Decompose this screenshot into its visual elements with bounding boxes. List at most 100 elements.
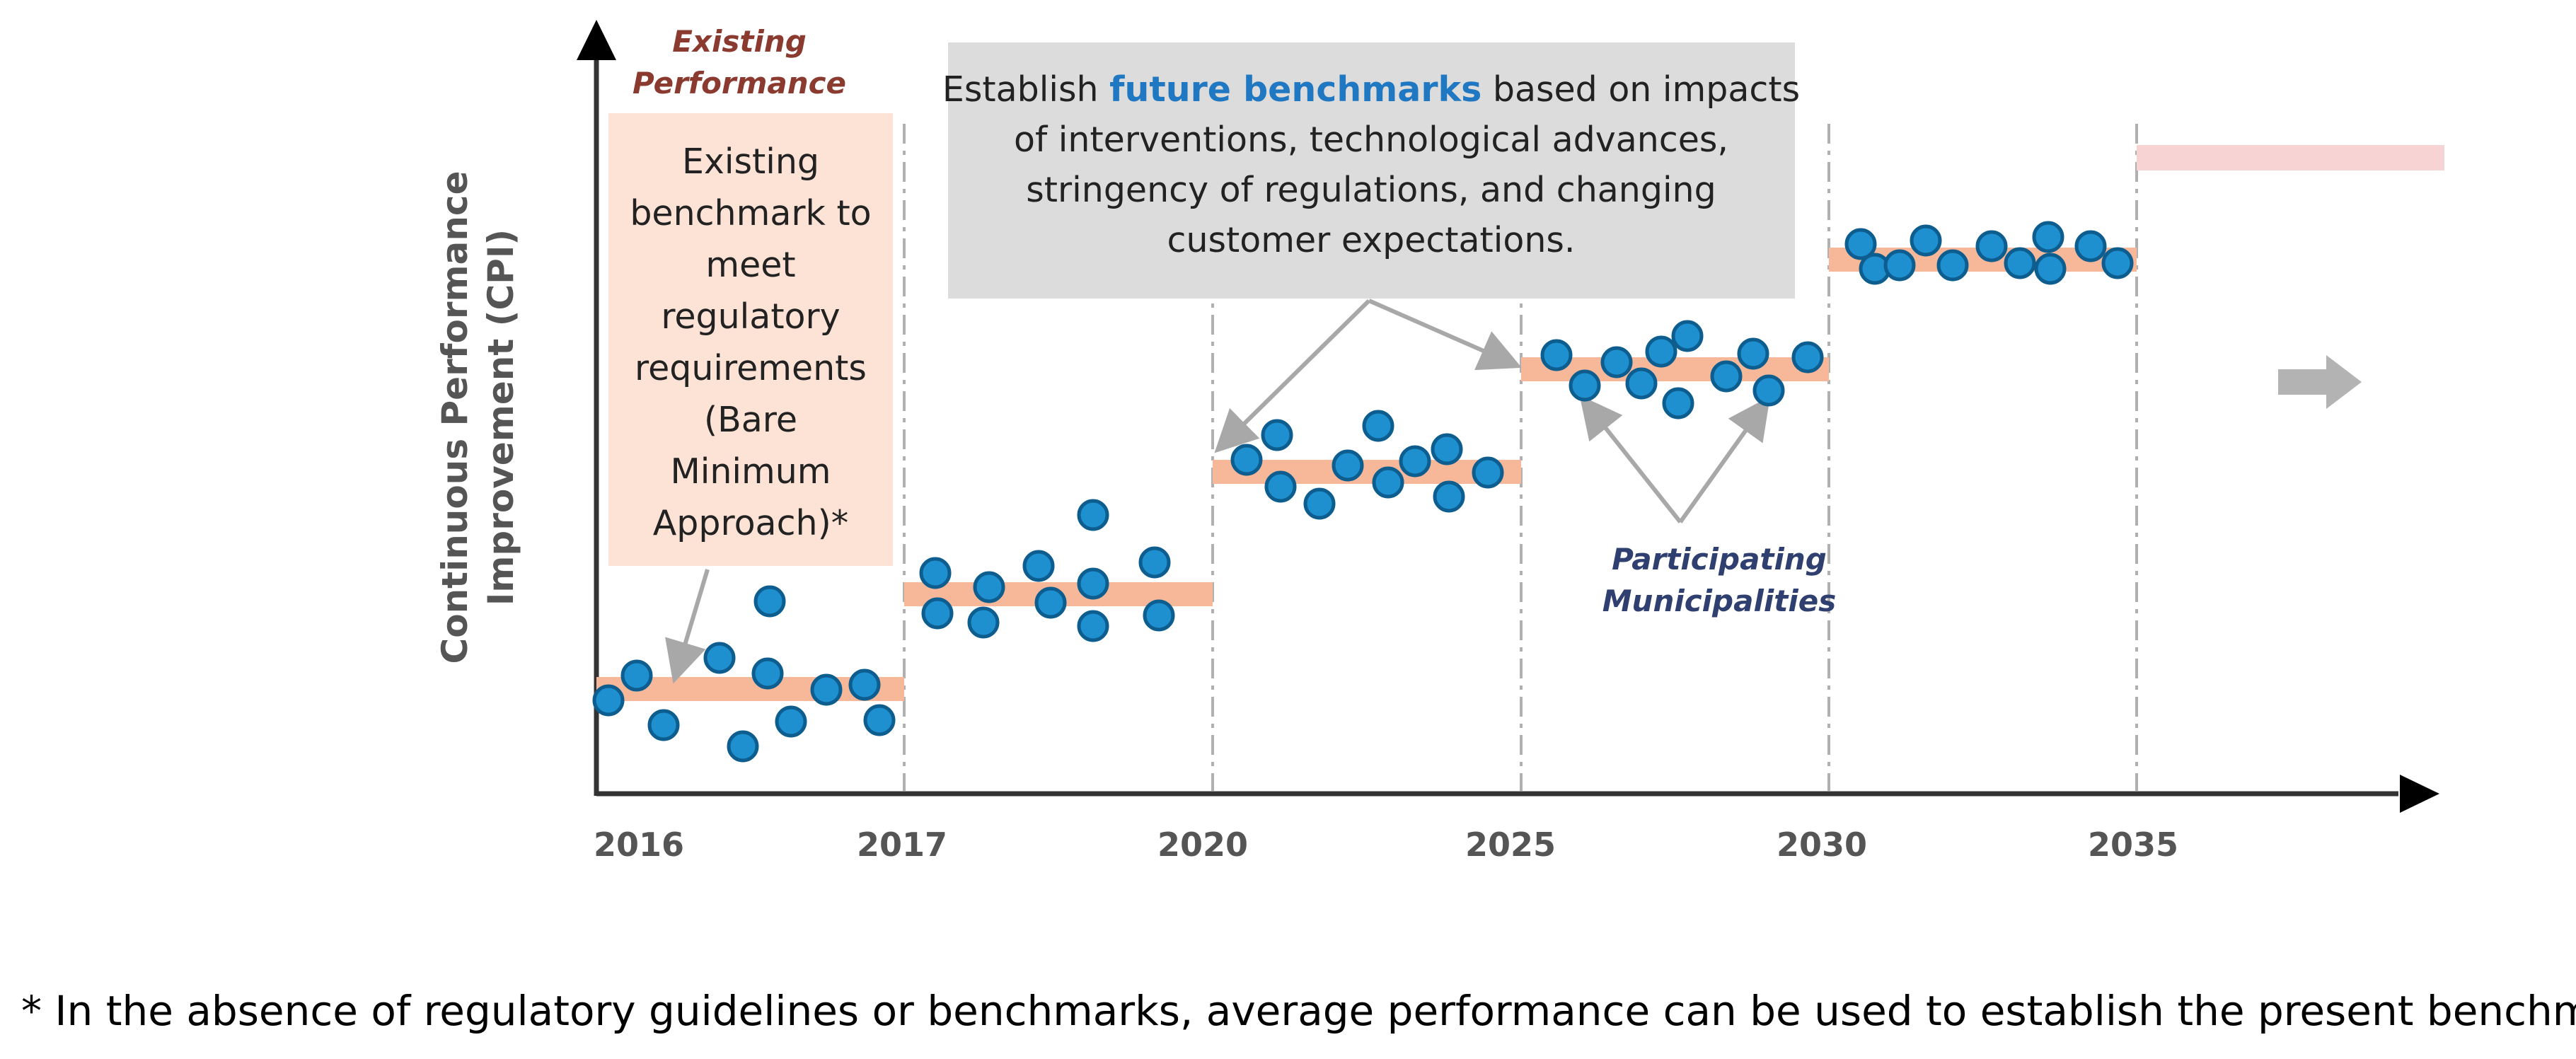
- dot: [848, 669, 881, 701]
- y-axis-label-line1: Continuous Performance: [434, 171, 475, 664]
- y-axis-label-line2: Improvement (CPI): [480, 229, 521, 606]
- existing-box-line-1: Existing: [682, 141, 819, 182]
- existing-box-line-5: requirements: [635, 348, 867, 388]
- dot: [1372, 466, 1404, 499]
- dot: [1261, 419, 1293, 451]
- dot: [1138, 546, 1171, 579]
- period-dividers: [903, 124, 2138, 791]
- dot: [727, 730, 759, 763]
- dot: [1600, 346, 1633, 378]
- participating-label-line1: Participating: [1612, 542, 1827, 577]
- future-box-line-3: stringency of regulations, and changing: [1026, 170, 1716, 210]
- dot: [1230, 444, 1263, 476]
- dot: [1431, 433, 1463, 465]
- dot: [775, 705, 807, 738]
- x-tick-2020: 2020: [1157, 826, 1248, 864]
- dot: [1034, 586, 1067, 619]
- existing-box-line-7: Minimum: [670, 451, 831, 492]
- future-box-line-1-suffix: based on impacts: [1482, 69, 1800, 110]
- dot: [703, 642, 736, 674]
- dot: [967, 606, 1000, 639]
- dot: [1910, 224, 1942, 257]
- existing-box-line-4: regulatory: [661, 296, 840, 337]
- x-tick-2035: 2035: [2088, 826, 2178, 864]
- dot: [1022, 550, 1055, 582]
- future-benchmark-band: [2137, 145, 2444, 170]
- dot: [1662, 387, 1694, 419]
- future-benchmarks-box: [948, 42, 1795, 299]
- future-box-line-1-prefix: Establish: [942, 69, 1109, 110]
- municipality-dots: [592, 221, 2134, 763]
- continue-arrow-icon: [2278, 355, 2362, 409]
- benchmark-band-2020: [1213, 460, 1521, 484]
- dot: [1077, 610, 1109, 642]
- future-box-line-4: customer expectations.: [1167, 220, 1576, 260]
- existing-box-line-8: Approach)*: [653, 503, 848, 543]
- x-tick-2016: 2016: [594, 826, 684, 864]
- existing-box-line-3: meet: [705, 245, 795, 285]
- arrow-participating-right: [1678, 396, 1770, 523]
- x-tick-2025: 2025: [1465, 826, 1556, 864]
- existing-benchmark-box: [608, 113, 893, 566]
- dot: [1936, 249, 1969, 282]
- dot: [751, 657, 784, 690]
- future-box-line-2: of interventions, technological advances…: [1014, 120, 1728, 160]
- existing-box-line-2: benchmark to: [630, 193, 871, 233]
- callout-arrows: [665, 299, 1770, 684]
- dot: [1264, 470, 1297, 503]
- dot: [1472, 456, 1504, 489]
- arrow-future-to-2020: [1214, 299, 1371, 453]
- x-tick-2030: 2030: [1777, 826, 1867, 864]
- dot: [1303, 487, 1336, 520]
- dot: [1077, 499, 1109, 531]
- participating-label-line2: Municipalities: [1602, 584, 1836, 618]
- future-benchmarks-highlight: future benchmarks: [1109, 69, 1482, 110]
- future-box-line-1: Establish future benchmarks based on imp…: [942, 69, 1800, 110]
- dot: [620, 659, 653, 692]
- x-tick-2017: 2017: [857, 826, 947, 864]
- dot: [1883, 249, 1916, 282]
- dot: [753, 585, 786, 618]
- dot: [1399, 445, 1431, 478]
- dot: [2004, 247, 2036, 279]
- dot: [1433, 480, 1465, 513]
- dot: [921, 597, 954, 630]
- future-benchmarks-text: Establish future benchmarks based on imp…: [942, 69, 1800, 260]
- dot: [592, 684, 625, 717]
- dot: [647, 709, 680, 741]
- dot: [919, 557, 952, 589]
- dot: [2032, 221, 2064, 253]
- dot: [1975, 230, 2008, 262]
- arrow-future-to-2025: [1368, 299, 1522, 371]
- dot: [1540, 339, 1573, 371]
- arrow-existing-to-band: [665, 569, 710, 684]
- dot: [1362, 410, 1394, 442]
- y-axis-arrowhead: [577, 20, 616, 60]
- dot: [973, 571, 1005, 603]
- dot: [1710, 360, 1743, 393]
- arrow-participating-left: [1579, 395, 1682, 523]
- dot: [2034, 253, 2067, 285]
- dot: [1791, 341, 1824, 374]
- existing-performance-label-line1: Existing: [672, 24, 807, 59]
- dot: [1077, 567, 1109, 600]
- x-axis-arrowhead: [2400, 775, 2439, 813]
- dot: [863, 704, 896, 736]
- dot: [1752, 374, 1785, 407]
- diagram-canvas: Continuous Performance Improvement (CPI)…: [434, 20, 2444, 864]
- dot: [1625, 367, 1658, 400]
- dot: [1569, 369, 1601, 402]
- dot: [1332, 449, 1364, 482]
- existing-benchmark-text: Existing benchmark to meet regulatory re…: [630, 141, 871, 543]
- dot: [2074, 230, 2107, 262]
- dot: [2101, 247, 2134, 279]
- footnote: * In the absence of regulatory guideline…: [21, 987, 2576, 1035]
- x-tick-labels: 2016 2017 2020 2025 2030 2035: [594, 826, 2178, 864]
- dot: [1844, 228, 1877, 260]
- existing-performance-label-line2: Performance: [633, 66, 846, 100]
- dot: [1143, 599, 1175, 632]
- dot: [1737, 337, 1769, 370]
- existing-box-line-6: (Bare: [704, 400, 797, 440]
- dot: [1645, 335, 1677, 368]
